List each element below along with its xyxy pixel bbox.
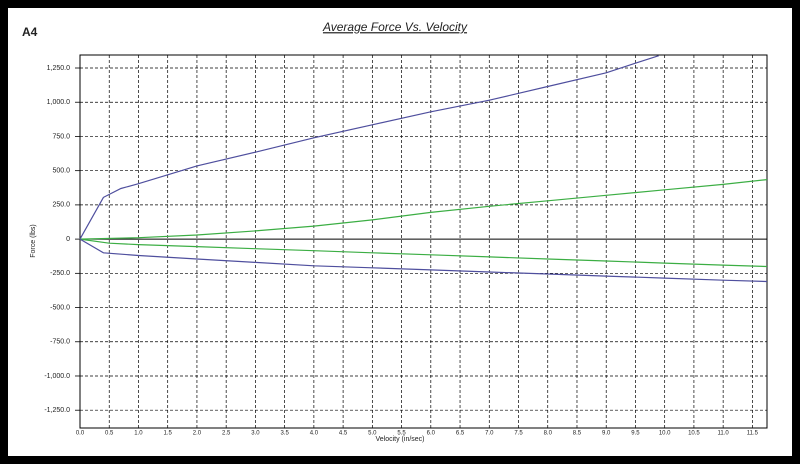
x-tick-label: 10.5 (688, 431, 700, 437)
x-tick-label: 10.0 (659, 431, 671, 437)
y-tick-label: 0 (66, 236, 70, 243)
x-tick-label: 2.5 (222, 431, 231, 437)
series-line (79, 238, 768, 268)
plot-border (79, 54, 768, 429)
x-tick-label: 11.5 (747, 431, 759, 437)
chart-title: Average Force Vs. Velocity (322, 20, 468, 34)
x-tick-label: 1.5 (164, 431, 173, 437)
panel (8, 8, 792, 456)
x-tick-label: 3.0 (251, 431, 260, 437)
y-tick-label: 750.0 (52, 133, 70, 140)
x-tick-label: 3.5 (280, 431, 289, 437)
x-tick-label: 7.5 (514, 431, 523, 437)
y-tick-label: -1,000.0 (44, 373, 70, 380)
y-tick-label: 500.0 (52, 168, 70, 175)
y-tick-label: 250.0 (52, 202, 70, 209)
y-tick-label: 1,000.0 (47, 99, 70, 106)
y-axis-label: Force (lbs) (30, 224, 37, 257)
x-tick-label: 4.5 (339, 431, 348, 437)
x-tick-label: 11.0 (718, 431, 730, 437)
x-tick-label: 5.5 (397, 431, 406, 437)
y-tick-label: -500.0 (50, 304, 70, 311)
x-tick-label: 7.0 (485, 431, 494, 437)
x-tick-label: 0.0 (76, 431, 85, 437)
x-tick-label: 5.0 (368, 431, 377, 437)
x-tick-label: 9.5 (631, 431, 640, 437)
x-tick-label: 2.0 (193, 431, 202, 437)
y-tick-label: -750.0 (50, 339, 70, 346)
series-line (79, 179, 768, 240)
x-tick-label: 6.5 (456, 431, 465, 437)
y-tick-label: 1,250.0 (47, 65, 70, 72)
panel-label: A4 (22, 25, 38, 39)
x-tick-label: 8.0 (544, 431, 553, 437)
x-tick-label: 8.5 (573, 431, 582, 437)
x-tick-label: 1.0 (134, 431, 143, 437)
series-line (79, 238, 768, 283)
y-tick-label: -1,250.0 (44, 407, 70, 414)
series-line (79, 55, 659, 240)
y-tick-label: -250.0 (50, 270, 70, 277)
x-tick-label: 0.5 (105, 431, 114, 437)
x-tick-label: 6.0 (427, 431, 436, 437)
x-tick-label: 4.0 (310, 431, 319, 437)
x-tick-label: 9.0 (602, 431, 611, 437)
x-axis-label: Velocity (in/sec) (375, 436, 424, 443)
